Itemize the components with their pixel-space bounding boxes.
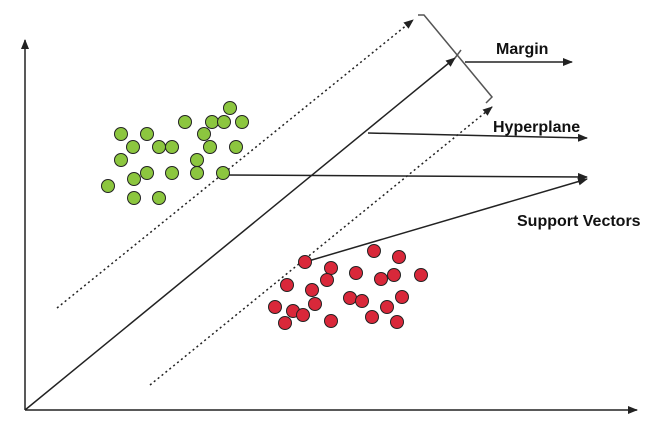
green-point bbox=[178, 115, 192, 129]
red-point bbox=[308, 297, 322, 311]
red-point bbox=[367, 244, 381, 258]
green-point bbox=[165, 140, 179, 154]
points bbox=[101, 101, 428, 330]
support-vector-arrow bbox=[222, 172, 588, 181]
red-point bbox=[395, 290, 409, 304]
red-point bbox=[324, 314, 338, 328]
green-point bbox=[197, 127, 211, 141]
lower-margin-line bbox=[149, 106, 493, 386]
bracket-tick bbox=[454, 49, 462, 59]
red-point bbox=[296, 308, 310, 322]
green-point bbox=[190, 153, 204, 167]
green-point bbox=[114, 153, 128, 167]
green-point bbox=[205, 115, 219, 129]
green-point bbox=[127, 172, 141, 186]
green-point bbox=[229, 140, 243, 154]
green-point bbox=[203, 140, 217, 154]
hyperplane-arrow bbox=[367, 132, 588, 142]
green-point bbox=[126, 140, 140, 154]
red-point bbox=[268, 300, 282, 314]
red-point bbox=[390, 315, 404, 329]
red-point bbox=[298, 255, 312, 269]
green-point bbox=[152, 191, 166, 205]
green-point bbox=[101, 179, 115, 193]
red-point bbox=[324, 261, 338, 275]
margin-label: Margin bbox=[496, 41, 548, 58]
red-point bbox=[278, 316, 292, 330]
support-vector-arrow bbox=[304, 177, 588, 263]
red-point bbox=[365, 310, 379, 324]
red-point bbox=[305, 283, 319, 297]
red-point bbox=[280, 278, 294, 292]
red-point bbox=[320, 273, 334, 287]
green-point bbox=[127, 191, 141, 205]
hyperplane-label: Hyperplane bbox=[493, 119, 580, 136]
green-point bbox=[152, 140, 166, 154]
red-point bbox=[343, 291, 357, 305]
green-point bbox=[216, 166, 230, 180]
red-point bbox=[387, 268, 401, 282]
red-point bbox=[380, 300, 394, 314]
green-point bbox=[114, 127, 128, 141]
margin-bracket bbox=[418, 14, 494, 104]
green-point bbox=[140, 166, 154, 180]
red-point bbox=[392, 250, 406, 264]
hyperplane-line bbox=[24, 57, 456, 411]
red-point bbox=[355, 294, 369, 308]
green-point bbox=[140, 127, 154, 141]
upper-margin-line bbox=[56, 19, 414, 309]
red-point bbox=[349, 266, 363, 280]
green-point bbox=[165, 166, 179, 180]
green-point bbox=[217, 115, 231, 129]
green-point bbox=[223, 101, 237, 115]
green-point bbox=[235, 115, 249, 129]
support-vectors-label: Support Vectors bbox=[517, 213, 641, 230]
red-point bbox=[414, 268, 428, 282]
green-point bbox=[190, 166, 204, 180]
red-point bbox=[374, 272, 388, 286]
